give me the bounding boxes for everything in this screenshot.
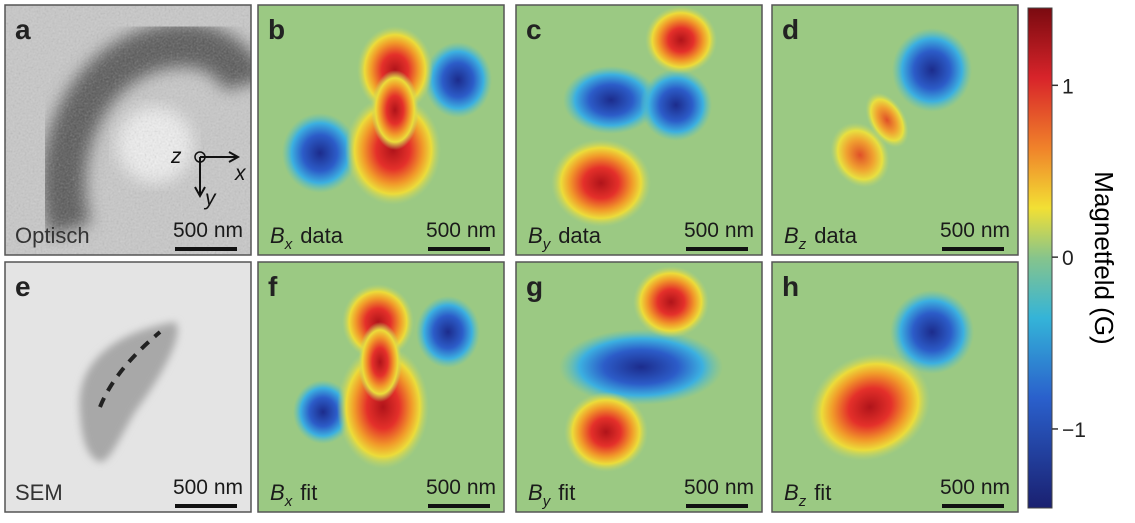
panel-border	[257, 4, 505, 256]
caption: fit	[558, 480, 575, 505]
panel-letter: g	[526, 271, 543, 302]
colorbar-label: Magnetfeld (G)	[1089, 171, 1119, 344]
panel: f Bx fit 500 nm	[257, 261, 505, 513]
panel-caption: Bz fit	[784, 480, 831, 510]
field-lobe	[640, 69, 712, 141]
panel-letter: c	[526, 14, 542, 45]
panel-border	[515, 261, 763, 513]
panel-image	[5, 262, 251, 512]
panel: a Optisch 500 nm z xy	[4, 4, 252, 256]
panel-caption: By fit	[528, 480, 575, 510]
panel: b Bx data 500 nm	[257, 4, 505, 256]
field-lobe	[892, 28, 972, 112]
field-lobe	[564, 392, 648, 472]
field-lobe	[282, 113, 358, 193]
field-lobe	[358, 322, 402, 402]
caption: fit	[814, 480, 831, 505]
panel-border	[771, 4, 1019, 256]
panel-letter: e	[15, 271, 31, 302]
colorbar-tick-label: −1	[1062, 419, 1086, 442]
panel-border	[771, 261, 1019, 513]
scale-bar-label: 500 nm	[173, 476, 243, 499]
caption: data	[300, 223, 344, 248]
subscript: x	[284, 493, 293, 510]
panel: h Bz fit 500 nm	[771, 261, 1019, 513]
scale-bar-label: 500 nm	[684, 219, 754, 242]
field-lobe	[865, 92, 909, 148]
scale-bar-label: 500 nm	[426, 476, 496, 499]
panel-caption: Bz data	[784, 223, 858, 253]
panel-image	[772, 262, 1018, 512]
field-lobe	[416, 296, 480, 368]
panel-image	[516, 5, 762, 255]
subscript: z	[798, 236, 807, 253]
axis-y-arrow	[194, 157, 206, 199]
panel-letter: f	[268, 271, 278, 302]
symbol: B	[528, 223, 543, 248]
field-lobe	[809, 353, 931, 461]
field-lobe	[371, 70, 419, 150]
axis-x-arrow	[200, 151, 241, 163]
field-lobe	[559, 329, 723, 405]
subscript: y	[542, 236, 552, 253]
scale-bar-label: 500 nm	[173, 219, 243, 242]
field-lobe	[645, 6, 717, 74]
panel-letter: d	[782, 14, 799, 45]
panel: d Bz data 500 nm	[771, 4, 1019, 256]
field-lobe	[830, 122, 890, 188]
subscript: z	[798, 493, 807, 510]
symbol: B	[528, 480, 543, 505]
colorbar-tick-label: 0	[1062, 247, 1074, 270]
field-tint	[516, 5, 762, 255]
panel: g By fit 500 nm	[515, 261, 763, 513]
field-lobe	[890, 290, 974, 374]
subscript: y	[542, 493, 552, 510]
colorbar-tick-label: 1	[1062, 75, 1074, 98]
axis-label-y: y	[203, 187, 217, 210]
noise	[5, 5, 251, 255]
panel-caption: Optisch	[15, 223, 90, 248]
panel-caption: SEM	[15, 480, 63, 505]
field-lobe	[551, 139, 651, 227]
sem-line	[98, 330, 162, 408]
subscript: x	[284, 236, 293, 253]
panel-caption: Bx data	[270, 223, 344, 253]
symbol: B	[784, 223, 799, 248]
panel-border	[4, 261, 252, 513]
panel-border	[257, 261, 505, 513]
panel: e SEM 500 nm	[4, 261, 252, 513]
axis-label-x: x	[234, 162, 247, 185]
scale-bar-label: 500 nm	[426, 219, 496, 242]
panel: c By data 500 nm	[515, 4, 763, 256]
caption: data	[558, 223, 602, 248]
panel-caption: Bx fit	[270, 480, 317, 510]
panel-image	[5, 5, 251, 255]
field-lobe	[563, 66, 659, 134]
panel-letter: h	[782, 271, 799, 302]
symbol: B	[784, 480, 799, 505]
scale-bar-label: 500 nm	[940, 476, 1010, 499]
field-lobe	[633, 266, 709, 338]
scale-bar-label: 500 nm	[940, 219, 1010, 242]
panel-image	[258, 262, 504, 512]
panel-image	[516, 262, 762, 512]
caption: fit	[300, 480, 317, 505]
panel-letter: b	[268, 14, 285, 45]
panel-letter: a	[15, 14, 31, 45]
field-bg	[516, 5, 762, 255]
panel-border	[4, 4, 252, 256]
panel-border	[515, 4, 763, 256]
panel-image	[258, 5, 504, 255]
panel-image	[772, 5, 1018, 255]
colorbar	[1027, 7, 1053, 509]
panel-caption: By data	[528, 223, 602, 253]
symbol: B	[270, 480, 285, 505]
scale-bar-label: 500 nm	[684, 476, 754, 499]
caption: data	[814, 223, 858, 248]
symbol: B	[270, 223, 285, 248]
sem-arc	[79, 322, 178, 462]
field-lobe	[424, 42, 492, 118]
axis-label-z: z	[170, 145, 182, 168]
